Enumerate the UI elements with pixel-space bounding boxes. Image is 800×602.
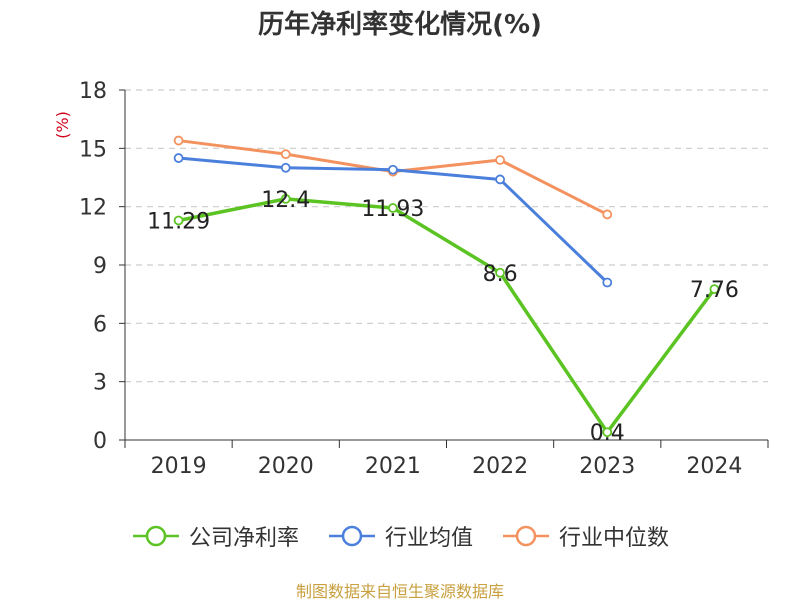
data-label: 7.76 [690,278,739,303]
data-point [602,277,613,288]
legend: 公司净利率 行业均值 行业中位数 [0,520,800,552]
y-tick-label: 9 [93,254,107,279]
data-point [280,162,291,173]
y-tick-label: 15 [79,137,107,162]
y-tick-label: 12 [79,196,107,221]
y-axis-label: (%) [53,111,72,139]
data-point [602,427,613,438]
data-point [173,215,184,226]
legend-item[interactable]: 公司净利率 [131,520,299,552]
series-line [178,197,716,434]
data-point [709,284,720,295]
data-point [602,209,613,220]
data-point [280,149,291,160]
legend-marker-icon [132,525,179,547]
y-tick-label: 0 [93,429,107,454]
data-label: 11.93 [361,197,424,222]
legend-item[interactable]: 行业中位数 [501,520,669,552]
x-tick-label: 2021 [365,454,421,479]
data-point [388,203,398,213]
y-tick-label: 3 [93,371,107,396]
series [173,135,720,438]
x-tick-label: 2022 [472,454,528,479]
data-labels: 11.29 12.4 11.93 8.6 0.4 7.76 [147,188,739,446]
legend-item[interactable]: 行业均值 [327,520,473,552]
data-point [495,155,505,165]
x-tick-label: 2020 [258,454,314,479]
y-tick-label: 18 [79,79,107,104]
x-tick-label: 2024 [686,454,742,479]
data-label: 0.4 [590,421,625,446]
data-label: 11.29 [147,209,210,234]
axes: 0 3 6 9 12 15 18 2019 2020 2021 2022 2023 2024 [79,79,769,479]
data-point [495,267,505,278]
data-point [495,174,505,185]
x-tick-label: 2019 [151,454,207,479]
legend-marker-icon [503,525,549,547]
grid [125,89,768,383]
data-label: 8.6 [483,262,518,287]
source-note: 制图数据来自恒生聚源数据库 [295,582,504,601]
data-label: 12.4 [261,188,310,213]
data-point [173,135,184,146]
legend-label: 行业均值 [384,526,473,551]
x-tick-label: 2023 [579,454,635,479]
data-point [280,193,291,204]
data-point [388,164,398,175]
data-point [173,153,184,163]
legend-marker-icon [328,525,375,547]
chart-title: 历年净利率变化情况(%) [258,10,542,40]
y-tick-label: 6 [93,312,107,337]
legend-label: 行业中位数 [559,526,670,551]
legend-label: 公司净利率 [188,526,299,551]
